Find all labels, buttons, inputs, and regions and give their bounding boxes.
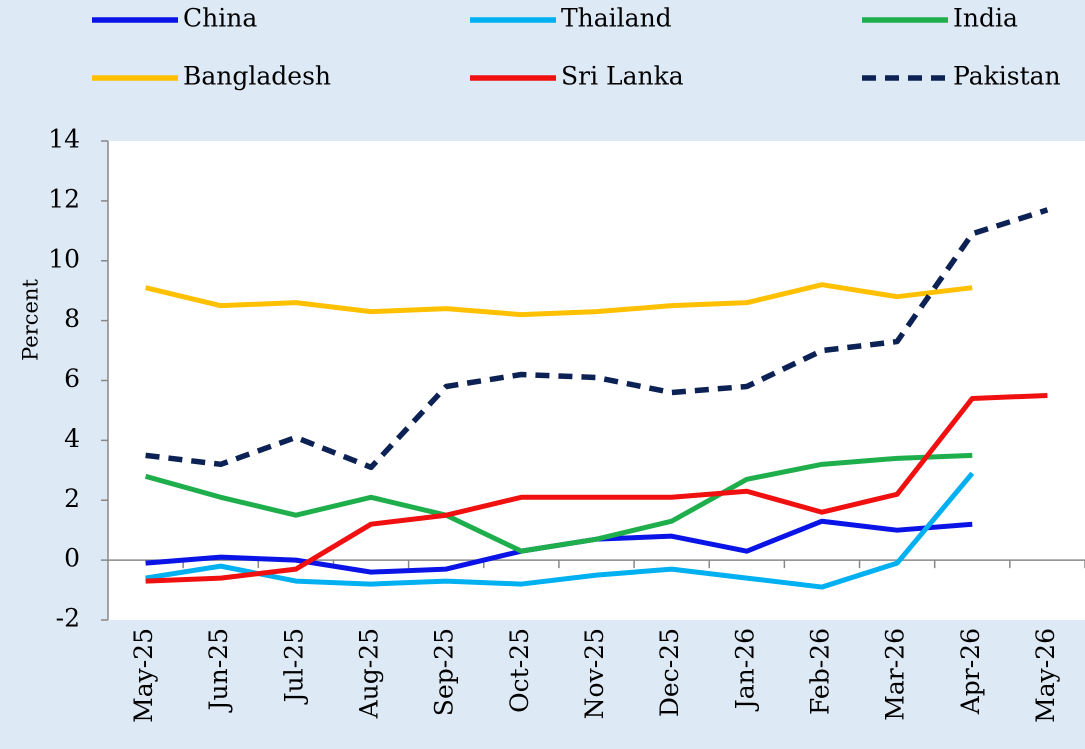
legend-label: India (953, 4, 1018, 33)
y-tick-label: 12 (48, 184, 80, 213)
x-tick-label: Jan-26 (730, 628, 759, 712)
x-tick-label: May-26 (1031, 628, 1060, 723)
y-tick-label: 10 (48, 244, 80, 273)
legend-label: Thailand (561, 4, 672, 33)
series-line (145, 392, 1048, 584)
y-tick-label: 4 (64, 424, 80, 453)
plot-area (108, 141, 1085, 620)
y-tick-label: 6 (64, 364, 80, 393)
x-tick-label: Nov-25 (580, 628, 609, 719)
x-tick-label: Jun-25 (204, 628, 233, 713)
x-tick-label: Aug-25 (355, 628, 384, 719)
y-axis-label: Percent (19, 279, 43, 361)
legend-label: Bangladesh (183, 62, 331, 91)
x-tick-label: Jul-25 (279, 628, 308, 705)
x-tick-label: May-25 (129, 628, 158, 723)
y-tick-label: 2 (64, 484, 80, 513)
x-tick-label: Dec-25 (655, 628, 684, 717)
y-tick-label: 8 (64, 304, 80, 333)
legend-label: China (183, 4, 257, 33)
series-line (144, 452, 973, 554)
x-tick-label: Oct-25 (505, 628, 534, 713)
x-tick-label: Mar-26 (881, 628, 910, 721)
x-tick-label: Feb-26 (805, 628, 834, 715)
x-tick-label: Apr-26 (956, 628, 985, 715)
series-line (145, 471, 975, 590)
series-line (144, 282, 973, 318)
legend-label: Pakistan (953, 62, 1061, 91)
y-tick-label: 14 (48, 125, 80, 154)
y-tick-label: 0 (64, 544, 80, 573)
x-tick-label: Sep-25 (430, 628, 459, 716)
legend-label: Sri Lanka (561, 62, 684, 91)
series-line (145, 207, 1049, 471)
y-tick-label: -2 (56, 604, 80, 633)
